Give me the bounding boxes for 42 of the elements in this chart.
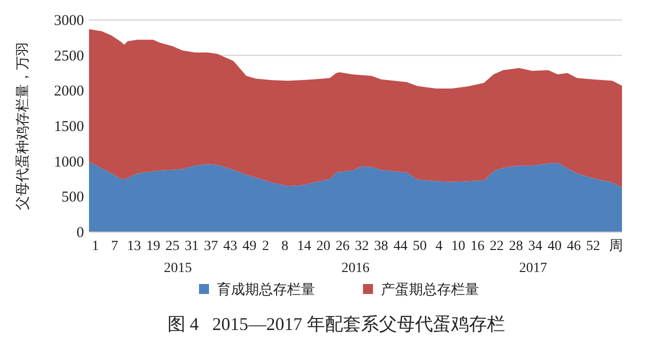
x-tick-label: 8	[281, 239, 288, 254]
x-tick-label: 4	[435, 239, 442, 254]
x-tick-label: 40	[548, 239, 562, 254]
x-axis-title: 周	[609, 239, 623, 254]
y-tick-label: 1500	[54, 119, 84, 135]
x-tick-label: 14	[297, 239, 312, 254]
x-tick-label: 25	[165, 239, 180, 254]
x-tick-label: 1	[92, 239, 99, 254]
y-axis-title: 父母代蛋种鸡存栏量，万羽	[15, 42, 31, 210]
x-tick-label: 52	[586, 239, 600, 254]
x-tick-label: 7	[111, 239, 118, 254]
x-tick-label: 2	[262, 239, 270, 254]
x-tick-label: 26	[336, 239, 350, 254]
x-tick-label: 28	[509, 239, 524, 254]
x-tick-label: 49	[242, 239, 257, 254]
text: 图 4 2015—2017 年配套系父母代蛋鸡存栏	[167, 314, 505, 334]
x-tick-label: 31	[184, 239, 199, 254]
x-tick-label: 44	[393, 239, 408, 254]
x-tick-label: 10	[451, 239, 466, 254]
y-tick-label: 0	[76, 225, 84, 241]
text: 2016	[342, 261, 370, 276]
x-tick-label: 46	[566, 239, 581, 254]
x-tick-label: 19	[146, 239, 160, 254]
y-tick-label: 1000	[54, 154, 84, 170]
text: 2017	[519, 261, 548, 276]
x-tick-label: 20	[316, 239, 330, 254]
x-tick-label: 38	[374, 239, 388, 254]
x-tick-label: 22	[490, 239, 504, 254]
legend-label: 育成期总存栏量	[217, 281, 315, 298]
legend-label: 产蛋期总存栏量	[381, 282, 479, 298]
x-tick-label: 16	[470, 239, 485, 254]
y-tick-label: 500	[62, 190, 84, 206]
y-tick-label: 3000	[54, 13, 84, 29]
x-tick-label: 50	[412, 239, 427, 254]
text: 2015	[164, 261, 192, 276]
x-tick-label: 13	[126, 239, 141, 254]
x-tick-label: 32	[354, 239, 369, 254]
x-tick-label: 43	[223, 239, 238, 254]
y-tick-label: 2000	[54, 84, 84, 100]
y-tick-label: 2500	[54, 48, 84, 64]
x-tick-label: 34	[528, 239, 542, 254]
x-tick-label: 37	[204, 239, 218, 254]
